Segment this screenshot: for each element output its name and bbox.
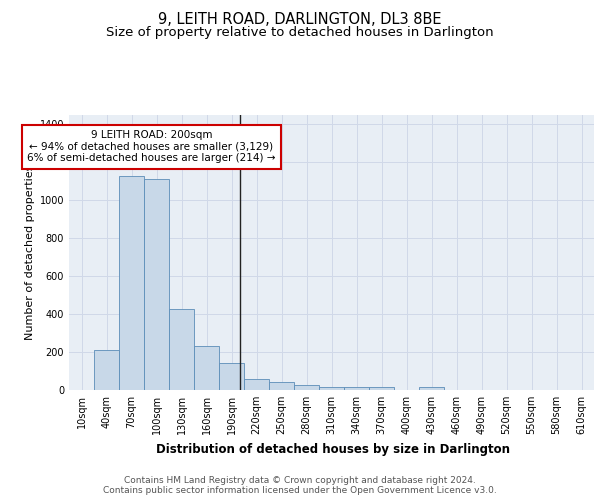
Bar <box>419 387 444 390</box>
Bar <box>219 362 244 390</box>
Bar <box>119 176 144 390</box>
Bar <box>144 180 169 390</box>
Text: Distribution of detached houses by size in Darlington: Distribution of detached houses by size … <box>156 442 510 456</box>
Bar <box>194 346 219 390</box>
Bar <box>244 378 269 390</box>
Bar <box>344 387 369 390</box>
Bar <box>319 387 344 390</box>
Y-axis label: Number of detached properties: Number of detached properties <box>25 165 35 340</box>
Text: 9 LEITH ROAD: 200sqm
← 94% of detached houses are smaller (3,129)
6% of semi-det: 9 LEITH ROAD: 200sqm ← 94% of detached h… <box>27 130 276 164</box>
Bar <box>369 387 394 390</box>
Bar <box>94 350 119 390</box>
Bar <box>269 382 294 390</box>
Text: Size of property relative to detached houses in Darlington: Size of property relative to detached ho… <box>106 26 494 39</box>
Text: Contains HM Land Registry data © Crown copyright and database right 2024.
Contai: Contains HM Land Registry data © Crown c… <box>103 476 497 496</box>
Bar <box>294 386 319 390</box>
Text: 9, LEITH ROAD, DARLINGTON, DL3 8BE: 9, LEITH ROAD, DARLINGTON, DL3 8BE <box>158 12 442 28</box>
Bar <box>169 310 194 390</box>
